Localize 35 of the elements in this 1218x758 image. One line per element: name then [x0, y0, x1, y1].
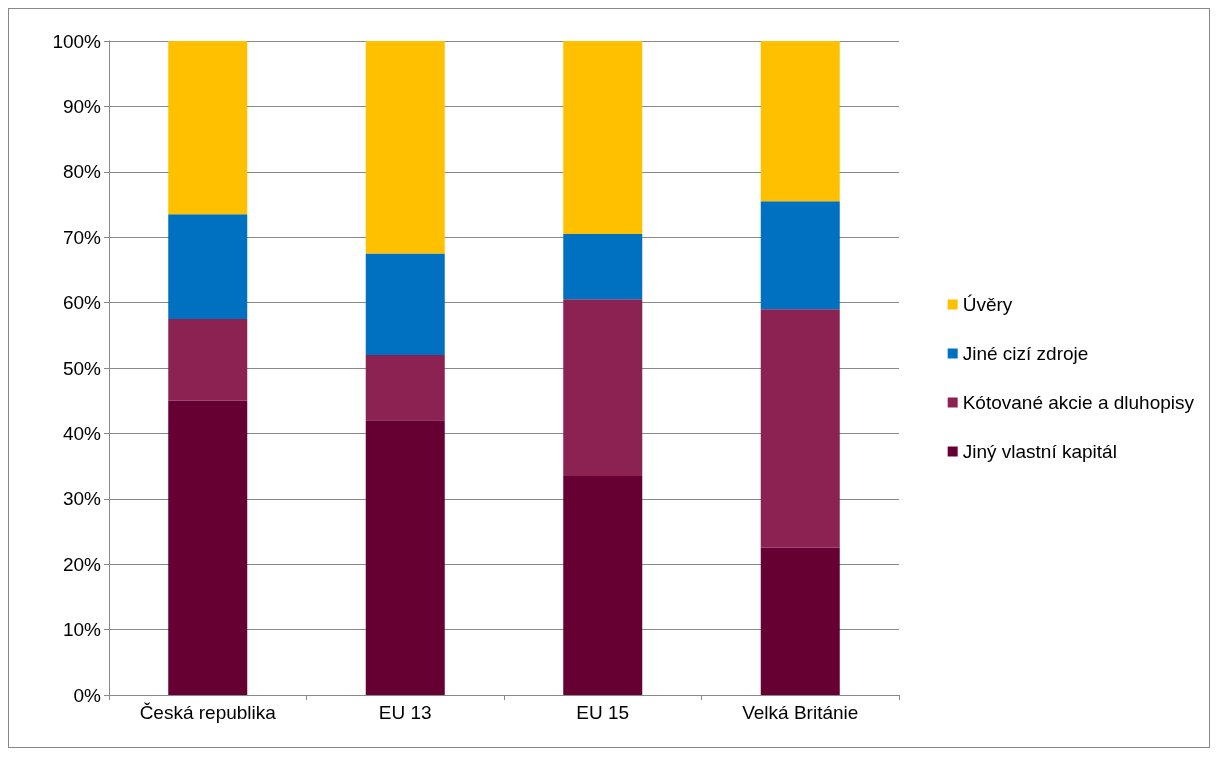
bar	[168, 41, 248, 215]
bar	[365, 41, 445, 254]
bar	[365, 253, 445, 355]
legend-label: Kótované akcie a dluhopisy	[962, 392, 1195, 413]
bar	[168, 214, 248, 319]
y-tick-label: 60%	[62, 292, 102, 314]
bar	[760, 41, 840, 202]
bar	[365, 354, 445, 421]
y-tick-label: 100%	[52, 30, 102, 52]
bar	[563, 299, 643, 476]
x-tick-label: EU 15	[576, 702, 630, 723]
legend-label: Jiný vlastní kapitál	[962, 441, 1117, 462]
y-tick-label: 20%	[62, 553, 102, 575]
legend-label: Jiné cizí zdroje	[962, 343, 1089, 364]
x-tick-label: Česká republika	[139, 702, 277, 723]
x-tick-label: EU 13	[378, 702, 432, 723]
legend-label: Úvěry	[962, 294, 1013, 315]
y-tick-label: 0%	[73, 684, 102, 706]
bar	[563, 41, 643, 234]
y-tick-label: 70%	[62, 226, 102, 248]
y-tick-label: 10%	[62, 619, 102, 641]
bar	[563, 233, 643, 300]
bar	[760, 547, 840, 695]
bar	[168, 400, 248, 695]
bar	[760, 309, 840, 548]
y-tick-label: 90%	[62, 95, 102, 117]
bar	[760, 201, 840, 310]
y-tick-label: 50%	[62, 357, 102, 379]
x-tick-label: Velká Británie	[742, 702, 859, 723]
y-tick-label: 40%	[62, 422, 102, 444]
bar	[365, 420, 445, 695]
y-tick-label: 80%	[62, 161, 102, 183]
y-tick-label: 30%	[62, 488, 102, 510]
bar	[563, 475, 643, 695]
bar	[168, 318, 248, 401]
